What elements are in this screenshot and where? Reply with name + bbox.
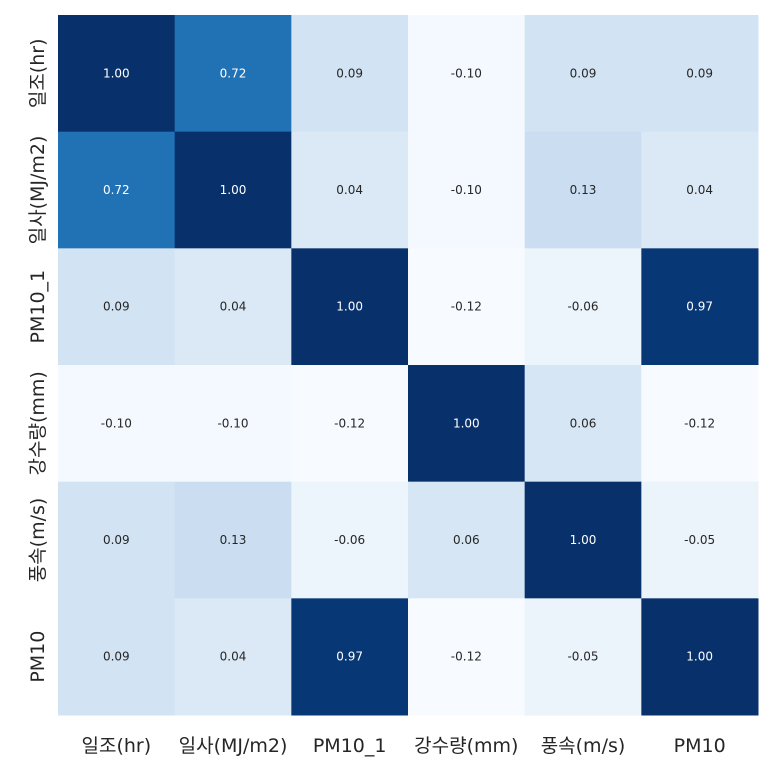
heatmap-cell [408, 248, 526, 366]
y-tick-label: 일사(MJ/m2) [27, 136, 49, 245]
heatmap-cell [408, 481, 526, 599]
heatmap-cell [291, 365, 409, 483]
x-tick-label: PM10_1 [313, 735, 387, 757]
heatmap-cell [524, 481, 642, 599]
cell-label: 1.00 [570, 533, 597, 547]
heatmap-cell [524, 598, 642, 716]
cell-label: 0.04 [686, 183, 713, 197]
y-tick-label: 일조(hr) [27, 39, 49, 109]
cell-label: -0.12 [451, 650, 482, 664]
x-tick-label: 강수량(mm) [414, 735, 518, 757]
cell-label: 0.04 [220, 300, 247, 314]
cell-label: 1.00 [220, 183, 247, 197]
heatmap-cell [174, 15, 292, 133]
heatmap-cell [174, 131, 292, 249]
cell-label: 0.06 [453, 533, 480, 547]
y-tick-label: PM10 [27, 631, 49, 683]
cell-label: -0.06 [567, 300, 598, 314]
cell-label: 1.00 [336, 300, 363, 314]
cell-label: 0.72 [103, 183, 130, 197]
x-tick-label: 풍속(m/s) [541, 735, 626, 757]
x-tick-label: 일사(MJ/m2) [179, 735, 288, 757]
cell-label: 0.09 [336, 66, 363, 80]
heatmap-cell [58, 365, 176, 483]
y-tick-label: 풍속(m/s) [27, 498, 49, 583]
heatmap-cell [641, 481, 759, 599]
cell-label: 0.97 [336, 650, 363, 664]
cell-label: -0.12 [684, 416, 715, 430]
heatmap-cell [58, 481, 176, 599]
cell-label: 0.09 [103, 650, 130, 664]
heatmap-cell [58, 15, 176, 133]
heatmap-cell [641, 248, 759, 366]
cell-label: -0.12 [451, 300, 482, 314]
y-tick-label: 강수량(mm) [27, 371, 49, 475]
cell-label: 0.97 [686, 300, 713, 314]
heatmap-cell [291, 15, 409, 133]
cell-label: -0.10 [217, 416, 248, 430]
x-tick-label: 일조(hr) [82, 735, 152, 757]
heatmap-cell [641, 131, 759, 249]
cell-label: 0.13 [570, 183, 597, 197]
cell-label: 0.09 [103, 300, 130, 314]
heatmap-cell [291, 481, 409, 599]
cell-label: 1.00 [686, 650, 713, 664]
heatmap-cell [174, 365, 292, 483]
heatmap-cell [291, 131, 409, 249]
heatmap-cell [408, 598, 526, 716]
cell-label: -0.10 [451, 183, 482, 197]
cell-label: -0.12 [334, 416, 365, 430]
cell-label: -0.05 [684, 533, 715, 547]
cell-label: -0.10 [101, 416, 132, 430]
heatmap-cell [408, 365, 526, 483]
cell-label: 0.09 [570, 66, 597, 80]
heatmap-cell [408, 131, 526, 249]
cell-label: 0.09 [686, 66, 713, 80]
y-tick-label: PM10_1 [27, 270, 49, 344]
heatmap-cell [641, 365, 759, 483]
heatmap-cell [58, 131, 176, 249]
heatmap-cell [524, 15, 642, 133]
cell-label: 0.06 [570, 416, 597, 430]
heatmap-cell [524, 365, 642, 483]
cell-label: 0.72 [220, 66, 247, 80]
cell-label: -0.06 [334, 533, 365, 547]
cell-label: 0.04 [336, 183, 363, 197]
cell-label: 1.00 [103, 66, 130, 80]
heatmap-cell [174, 248, 292, 366]
x-tick-label: PM10 [674, 735, 726, 757]
heatmap-cell [174, 598, 292, 716]
heatmap-cell [174, 481, 292, 599]
cell-label: 0.13 [220, 533, 247, 547]
heatmap-cell [291, 248, 409, 366]
heatmap-cell [524, 248, 642, 366]
cell-label: 0.09 [103, 533, 130, 547]
cell-label: -0.10 [451, 66, 482, 80]
heatmap-cell [524, 131, 642, 249]
heatmap-cell [291, 598, 409, 716]
cell-label: -0.05 [567, 650, 598, 664]
cell-label: 1.00 [453, 416, 480, 430]
heatmap-cell [641, 598, 759, 716]
heatmap-cell [58, 598, 176, 716]
cell-label: 0.04 [220, 650, 247, 664]
heatmap-cell [58, 248, 176, 366]
heatmap-cell [408, 15, 526, 133]
heatmap-cell [641, 15, 759, 133]
